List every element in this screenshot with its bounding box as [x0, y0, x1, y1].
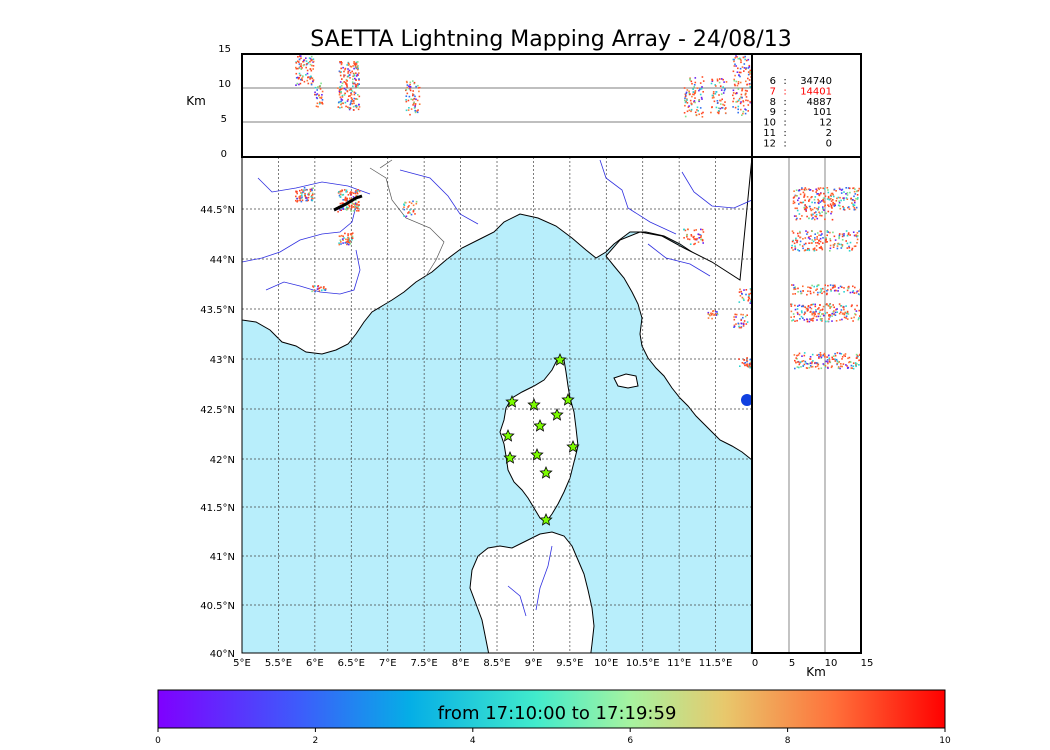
station-star-icon — [503, 450, 517, 464]
side-xtick-15: 15 — [861, 658, 874, 669]
station-star-icon — [550, 407, 564, 421]
sources-count-value: 2 — [826, 128, 832, 139]
altitude-longitude-panel: Km 15 10 5 0 — [186, 44, 753, 160]
side-panel-xlabel: Km — [806, 665, 826, 679]
lon-tick-label: 9.5°E — [556, 658, 583, 669]
side-panel-frame — [751, 156, 862, 654]
lightning-sources-top — [295, 55, 752, 118]
station-star-icon — [539, 512, 553, 526]
station-star-icon — [527, 397, 541, 411]
colorbar-tick-label: 6 — [627, 736, 633, 746]
station-star-icon — [505, 394, 519, 408]
lon-tick-label: 6°E — [306, 658, 324, 669]
station-star-icon — [561, 392, 575, 406]
lat-tick-label: 43.5°N — [200, 305, 235, 316]
sardinia — [469, 531, 595, 653]
lma-stations — [501, 352, 580, 526]
stations-count-label: 8 — [770, 97, 776, 108]
map-panel — [242, 157, 752, 653]
map-graticule — [242, 157, 752, 653]
stations-count-label: 9 — [770, 107, 776, 118]
top-panel-frame — [241, 53, 753, 158]
colorbar-label: from 17:10:00 to 17:19:59 — [438, 703, 677, 724]
station-star-icon — [553, 352, 567, 366]
top-ytick-0: 0 — [221, 149, 227, 160]
station-star-icon — [501, 428, 515, 442]
colorbar: from 17:10:00 to 17:19:59 0 2 4 6 8 10 — [155, 689, 951, 746]
station-star-icon — [530, 447, 544, 461]
dense-source-blob — [741, 394, 752, 406]
sources-count-value: 101 — [813, 107, 832, 118]
lat-tick-label: 41.5°N — [200, 503, 235, 514]
lon-tick-label: 5.5°E — [265, 658, 292, 669]
lon-tick-label: 11°E — [667, 658, 691, 669]
lightning-sources-side — [790, 187, 861, 370]
stations-count-label: 6 — [770, 76, 776, 87]
stats-separator: : — [783, 128, 786, 139]
sources-count-value: 12 — [819, 118, 832, 129]
lon-tick-label: 8°E — [452, 658, 470, 669]
altitude-latitude-panel: 0 5 10 15 Km — [751, 156, 874, 679]
colorbar-tick-label: 4 — [470, 736, 476, 746]
stats-separator: : — [783, 138, 786, 149]
lat-tick-label: 44.5°N — [200, 205, 235, 216]
stats-separator: : — [783, 76, 786, 87]
colorbar-tick-label: 0 — [155, 736, 161, 746]
colorbar-gradient — [157, 689, 946, 729]
top-ytick-15: 15 — [218, 44, 231, 55]
stats-separator: : — [783, 118, 786, 129]
colorbar-tick-label: 8 — [785, 736, 791, 746]
side-xtick-5: 5 — [789, 658, 795, 669]
figure-title: SAETTA Lightning Mapping Array - 24/08/1… — [310, 27, 791, 52]
station-star-icon — [566, 439, 580, 453]
lon-tick-label: 7.5°E — [411, 658, 438, 669]
lon-tick-label: 6.5°E — [338, 658, 365, 669]
lat-tick-label: 41°N — [210, 552, 235, 563]
borders — [369, 159, 445, 277]
italy-coast — [605, 157, 752, 461]
stations-count-label: 10 — [763, 118, 776, 129]
station-star-icon — [539, 465, 553, 479]
lat-tick-label: 40°N — [210, 649, 235, 660]
sources-count-value: 4887 — [807, 97, 832, 108]
lon-tick-label: 10°E — [594, 658, 618, 669]
colorbar-tick-label: 2 — [313, 736, 319, 746]
stations-count-label: 7 — [770, 86, 776, 97]
sources-count-value: 34740 — [800, 76, 832, 87]
colorbar-tick-label: 10 — [939, 736, 951, 746]
lon-tick-label: 5°E — [233, 658, 251, 669]
lat-tick-label: 44°N — [210, 255, 235, 266]
stats-separator: : — [783, 86, 786, 97]
lon-tick-label: 11.5°E — [699, 658, 733, 669]
lat-tick-label: 42.5°N — [200, 405, 235, 416]
lon-tick-label: 9°E — [525, 658, 543, 669]
map-axes: 5°E 5.5°E 6°E 6.5°E 7°E 7.5°E 8°E 8.5°E 9°E 9.5°E… — [200, 205, 732, 669]
lat-tick-label: 40.5°N — [200, 601, 235, 612]
sources-count-value: 14401 — [800, 86, 832, 97]
top-ytick-5: 5 — [221, 114, 227, 125]
rivers — [242, 159, 752, 617]
stations-count-label: 11 — [763, 128, 776, 139]
side-xtick-0: 0 — [752, 658, 758, 669]
lon-tick-label: 10.5°E — [626, 658, 660, 669]
stats-separator: : — [783, 107, 786, 118]
lat-tick-label: 43°N — [210, 355, 235, 366]
colorbar-ticks: 0 2 4 6 8 10 — [155, 728, 951, 746]
top-ytick-10: 10 — [218, 79, 231, 90]
station-star-icon — [533, 418, 547, 432]
top-panel-ylabel: Km — [186, 94, 206, 108]
lat-tick-label: 42°N — [210, 455, 235, 466]
stats-separator: : — [783, 97, 786, 108]
side-xtick-10: 10 — [825, 658, 838, 669]
stations-count-label: 12 — [763, 138, 776, 149]
elba-island — [613, 373, 639, 389]
sources-count-value: 0 — [826, 138, 832, 149]
lon-tick-label: 8.5°E — [483, 658, 510, 669]
lon-tick-label: 7°E — [379, 658, 397, 669]
